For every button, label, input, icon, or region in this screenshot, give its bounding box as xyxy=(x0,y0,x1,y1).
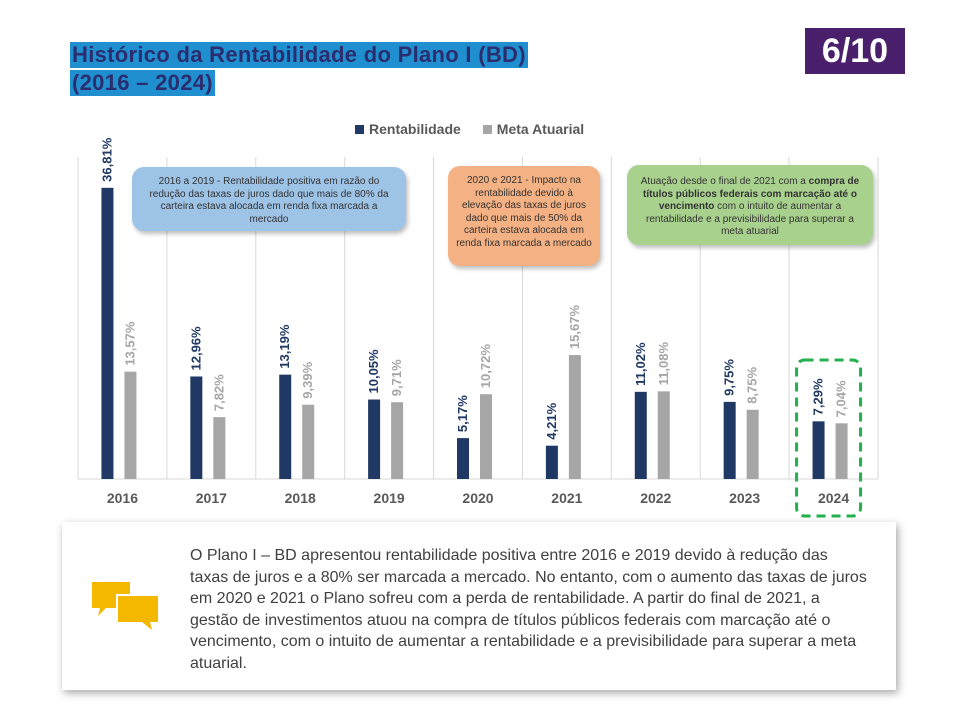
bar-rentabilidade-2017 xyxy=(190,376,203,479)
note-2016-2019: 2016 a 2019 - Rentabilidade positiva em … xyxy=(132,167,406,231)
bar-meta-atuarial-2016 xyxy=(124,371,137,479)
x-tick-label-2023: 2023 xyxy=(729,490,760,506)
bar-rentabilidade-2018 xyxy=(279,374,292,479)
data-label-rentabilidade-2024: 7,29% xyxy=(811,378,826,415)
chart-legend: Rentabilidade Meta Atuarial xyxy=(355,121,584,137)
note-2021-onward: Atuação desde o final de 2021 com a comp… xyxy=(627,165,873,245)
page-indicator-badge: 6/10 xyxy=(805,28,905,74)
x-tick-label-2017: 2017 xyxy=(196,490,227,506)
chat-bubbles-icon xyxy=(92,582,160,634)
data-label-rentabilidade-2023: 9,75% xyxy=(722,359,737,396)
summary-text: O Plano I – BD apresentou rentabilidade … xyxy=(190,547,867,672)
data-label-meta-atuarial-2022: 11,08% xyxy=(656,342,671,386)
data-label-rentabilidade-2016: 36,81% xyxy=(99,137,114,182)
data-label-meta-atuarial-2023: 8,75% xyxy=(745,366,760,403)
data-label-rentabilidade-2017: 12,96% xyxy=(188,326,203,371)
bar-meta-atuarial-2023 xyxy=(746,409,759,479)
bar-rentabilidade-2016 xyxy=(101,187,114,480)
bar-rentabilidade-2022 xyxy=(634,391,647,479)
bar-meta-atuarial-2019 xyxy=(391,402,404,479)
legend-item-rentabilidade: Rentabilidade xyxy=(355,121,461,137)
legend-item-meta-atuarial: Meta Atuarial xyxy=(482,121,585,137)
note-2020-2021: 2020 e 2021 - Impacto na rentabilidade d… xyxy=(448,166,600,266)
x-tick-label-2018: 2018 xyxy=(285,490,316,506)
bar-meta-atuarial-2021 xyxy=(568,355,581,479)
bar-meta-atuarial-2020 xyxy=(480,394,492,479)
bar-meta-atuarial-2018 xyxy=(302,404,315,479)
bar-rentabilidade-2020 xyxy=(457,438,469,479)
note3-text-pre: Atuação desde o final de 2021 com a xyxy=(640,176,809,187)
bar-chart: 36,81% 13,57% 2016 12,96% 7,82% 2017 13,19% 9,3… xyxy=(77,137,879,518)
data-label-meta-atuarial-2016: 13,57% xyxy=(122,321,137,366)
page-title: Histórico da Rentabilidade do Plano I (B… xyxy=(70,42,528,98)
note3-text-post: com o intuito de aumentar a rentabilidad… xyxy=(646,201,854,237)
x-tick-label-2024: 2024 xyxy=(818,490,849,506)
legend-swatch-rentabilidade xyxy=(355,124,364,134)
bar-meta-atuarial-2022 xyxy=(657,391,670,479)
highlight-frame-2024 xyxy=(795,358,863,518)
data-label-rentabilidade-2018: 13,19% xyxy=(277,324,292,369)
data-label-meta-atuarial-2017: 7,82% xyxy=(211,374,226,411)
data-label-meta-atuarial-2019: 9,71% xyxy=(389,359,404,396)
bar-meta-atuarial-2024 xyxy=(835,423,848,479)
legend-label-rentabilidade: Rentabilidade xyxy=(369,121,461,137)
x-tick-label-2019: 2019 xyxy=(374,490,405,506)
legend-swatch-meta-atuarial xyxy=(482,124,492,134)
data-label-meta-atuarial-2021: 15,67% xyxy=(567,305,582,350)
data-label-meta-atuarial-2018: 9,39% xyxy=(300,361,315,398)
data-label-meta-atuarial-2024: 7,04% xyxy=(834,380,849,417)
title-line-1: Histórico da Rentabilidade do Plano I (B… xyxy=(70,42,528,68)
bar-rentabilidade-2023 xyxy=(723,401,736,479)
note3-text-bold: compra de títulos públicos federais com … xyxy=(643,176,860,212)
bar-rentabilidade-2019 xyxy=(368,399,381,479)
data-label-rentabilidade-2021: 4,21% xyxy=(544,402,559,439)
legend-label-meta-atuarial: Meta Atuarial xyxy=(496,121,585,137)
data-label-rentabilidade-2020: 5,17% xyxy=(455,395,470,432)
summary-box: O Plano I – BD apresentou rentabilidade … xyxy=(62,522,896,690)
data-label-meta-atuarial-2020: 10,72% xyxy=(478,344,493,389)
data-label-rentabilidade-2022: 11,02% xyxy=(633,342,648,386)
x-tick-label-2021: 2021 xyxy=(551,490,582,506)
x-tick-label-2022: 2022 xyxy=(640,490,671,506)
bar-rentabilidade-2021 xyxy=(545,445,558,479)
data-label-rentabilidade-2019: 10,05% xyxy=(366,349,381,394)
x-tick-label-2020: 2020 xyxy=(462,490,493,506)
bar-rentabilidade-2024 xyxy=(812,421,825,479)
x-tick-label-2016: 2016 xyxy=(107,490,138,506)
bar-meta-atuarial-2017 xyxy=(213,417,226,479)
title-line-2: (2016 – 2024) xyxy=(70,70,215,96)
